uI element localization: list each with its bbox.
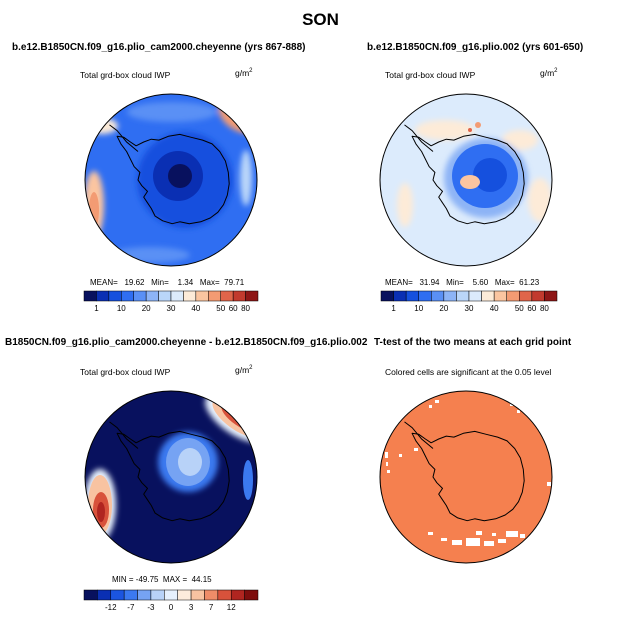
panel1-map <box>85 94 257 266</box>
panel2-colorbar-swatch <box>405 290 419 302</box>
panel2-colorbar-swatch <box>456 290 470 302</box>
panel3-colorbar-swatch <box>137 589 152 601</box>
panel3-colorbar-swatch <box>230 589 245 601</box>
panel2-map-border <box>379 93 553 267</box>
panel2-colorbar-label: 10 <box>414 304 423 313</box>
panel2-units: g/m2 <box>540 68 558 78</box>
panel1-colorbar-swatch <box>208 290 221 302</box>
panel3-colorbar-swatch <box>97 589 112 601</box>
panel2-colorbar-label: 80 <box>540 304 549 313</box>
panel3-subtitle: Total grd-box cloud IWP <box>80 367 171 377</box>
panel3-colorbar-swatch <box>150 589 165 601</box>
panel1-coastline <box>116 133 230 225</box>
panel1-colorbar-swatch <box>220 290 234 302</box>
panel1-colorbar-swatch <box>108 290 122 302</box>
panel2-colorbar-swatch <box>531 290 545 302</box>
panel3-colorbar-label: -3 <box>147 603 155 612</box>
panel3-colorbar-swatch <box>164 589 178 601</box>
panel4-title: T-test of the two means at each grid poi… <box>374 337 572 348</box>
panel1-colorbar-label: 80 <box>241 304 250 313</box>
panel1-colorbar-swatch <box>121 290 134 302</box>
panel3-title: B1850CN.f09_g16.plio_cam2000.cheyenne - … <box>5 337 368 348</box>
panel3-stats: MIN = -49.75 MAX = 44.15 <box>112 575 212 584</box>
panel3-map <box>85 391 257 563</box>
panel2-subtitle: Total grd-box cloud IWP <box>385 70 476 80</box>
panel1-colorbar-swatch <box>96 290 110 302</box>
panel3-colorbar-label: 7 <box>209 603 214 612</box>
panel1-units: g/m2 <box>235 68 253 78</box>
panel4-coastline <box>411 430 525 522</box>
panel2-title: b.e12.B1850CN.f09_g16.plio.002 (yrs 601-… <box>367 42 584 53</box>
panel3-colorbar-swatch <box>204 589 219 601</box>
panel2-colorbar-label: 1 <box>391 304 396 313</box>
panel1-colorbar-swatch <box>145 290 159 302</box>
panel2-colorbar-swatch <box>468 290 482 302</box>
panel3-units: g/m2 <box>235 365 253 375</box>
panel1-colorbar-label: 10 <box>117 304 126 313</box>
panel3-peninsula <box>109 421 139 449</box>
figure-title: SON <box>302 10 339 29</box>
panel1-title: b.e12.B1850CN.f09_g16.plio_cam2000.cheye… <box>12 42 306 53</box>
panel3-colorbar-swatch <box>177 589 192 601</box>
panel4-map-border <box>379 390 553 564</box>
panel1-colorbar-swatch <box>170 290 184 302</box>
panel3-coastline <box>116 430 230 522</box>
panel2-colorbar-swatch <box>506 290 520 302</box>
panel4-peninsula <box>404 421 434 449</box>
panel3-colorbar-swatch <box>244 589 259 601</box>
panel2-colorbar-swatch <box>380 290 394 302</box>
panel2-colorbar-label: 50 <box>515 304 524 313</box>
panel1-peninsula <box>109 124 139 152</box>
panel1-colorbar-swatch <box>83 290 97 302</box>
panel3-colorbar-label: -12 <box>105 603 117 612</box>
panel1-map-border <box>84 93 258 267</box>
panel2-colorbar-swatch <box>519 290 533 302</box>
panel1-colorbar-label: 40 <box>191 304 200 313</box>
panel1-colorbar-label: 1 <box>94 304 99 313</box>
ttest-nonsignificant-cells <box>385 400 551 546</box>
panel1-colorbar-label: 30 <box>167 304 176 313</box>
panel3-map-border <box>84 390 258 564</box>
panel3-colorbar-swatch <box>217 589 232 601</box>
panel3-colorbar-label: 0 <box>169 603 174 612</box>
panel2-colorbar-swatch <box>418 290 432 302</box>
ttest-significant-area <box>380 391 552 563</box>
panel3-colorbar-swatch <box>123 589 138 601</box>
panel1-colorbar-swatch <box>245 290 259 302</box>
panel2-colorbar-swatch <box>493 290 507 302</box>
panel2-colorbar-swatch <box>544 290 558 302</box>
panel1-stats: MEAN= 19.62 Min= 1.34 Max= 79.71 <box>90 278 245 287</box>
panel1-colorbar-label: 50 <box>216 304 225 313</box>
panel2-colorbar-label: 40 <box>490 304 499 313</box>
panel1-colorbar-swatch <box>158 290 172 302</box>
panel1-colorbar-label: 60 <box>229 304 238 313</box>
panel3-colorbar-swatch <box>110 589 125 601</box>
panel2-stats: MEAN= 31.94 Min= 5.60 Max= 61.23 <box>385 278 540 287</box>
panel2-colorbar-label: 60 <box>527 304 536 313</box>
panel2-coastline <box>411 133 525 225</box>
panel1-colorbar-label: 20 <box>142 304 151 313</box>
panel1-colorbar-swatch <box>195 290 209 302</box>
panel3-colorbar-swatch <box>83 589 98 601</box>
panel1-colorbar-swatch <box>232 290 246 302</box>
panel2-peninsula <box>404 124 434 152</box>
panel1-subtitle: Total grd-box cloud IWP <box>80 70 171 80</box>
panel3-colorbar-label: -7 <box>127 603 135 612</box>
panel1-colorbar-swatch <box>183 290 197 302</box>
panel1-colorbar-swatch <box>133 290 147 302</box>
panel2-colorbar-swatch <box>443 290 457 302</box>
panel3-colorbar-label: 3 <box>189 603 194 612</box>
panel2-colorbar-swatch <box>481 290 495 302</box>
panel2-colorbar-label: 20 <box>439 304 448 313</box>
panel2-map <box>380 94 552 266</box>
panel4-map <box>380 391 552 563</box>
panel2-colorbar-swatch <box>431 290 445 302</box>
panel3-colorbar-label: 12 <box>227 603 236 612</box>
panel3-colorbar-swatch <box>190 589 205 601</box>
panel2-colorbar-swatch <box>393 290 407 302</box>
panel2-colorbar-label: 30 <box>465 304 474 313</box>
panel4-subtitle: Colored cells are significant at the 0.0… <box>385 367 552 377</box>
